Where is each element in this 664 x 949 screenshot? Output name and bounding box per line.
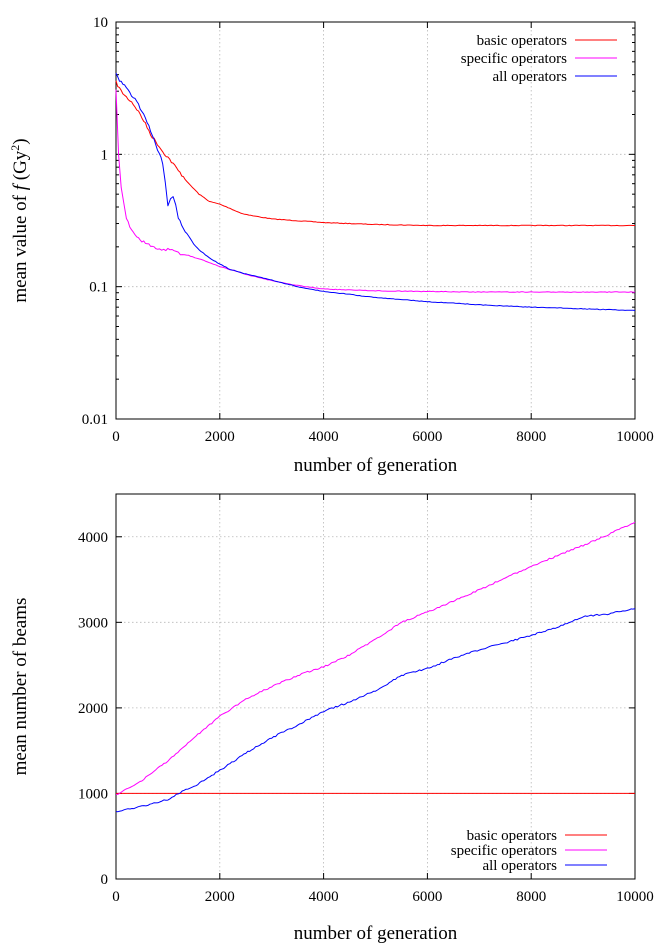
x-tick-label: 8000 xyxy=(516,889,546,905)
x-axis-label: number of generation xyxy=(294,455,458,476)
x-tick-label: 6000 xyxy=(412,889,442,905)
axis-ticks xyxy=(115,494,636,880)
series-line-basic-operators xyxy=(115,80,635,227)
series-line-all-operators xyxy=(115,608,636,813)
y-axis-label: mean number of beams xyxy=(10,598,31,776)
grid xyxy=(116,494,635,879)
plot-frame xyxy=(115,21,636,420)
x-tick-label: 10000 xyxy=(616,889,654,905)
x-tick-label: 2000 xyxy=(205,429,235,445)
x-tick-labels: 0 2000 4000 6000 8000 10000 xyxy=(112,889,654,905)
y-tick-label: 2000 xyxy=(78,701,108,717)
y-tick-label: 10 xyxy=(93,15,108,31)
axis-ticks xyxy=(115,21,636,420)
x-tick-label: 6000 xyxy=(412,429,442,445)
series-line-all-operators xyxy=(115,72,636,311)
objective-chart: 0 2000 4000 6000 8000 10000 0.01 0.1 1 10 basic … xyxy=(8,15,654,476)
series-lines xyxy=(115,72,636,311)
legend-label: specific operators xyxy=(451,843,557,859)
x-tick-label: 0 xyxy=(112,429,120,445)
legend: basic operators specific operators all ope… xyxy=(461,33,617,85)
legend-label: all operators xyxy=(482,858,557,874)
y-tick-label: 0.1 xyxy=(89,280,108,296)
x-tick-label: 8000 xyxy=(516,429,546,445)
series-line-specific-operators xyxy=(115,89,636,293)
legend-label: basic operators xyxy=(477,33,568,49)
x-axis-label: number of generation xyxy=(294,923,458,944)
grid xyxy=(116,22,635,419)
x-tick-label: 10000 xyxy=(616,429,654,445)
y-axis-label: mean value of f (Gy2) xyxy=(8,138,31,302)
plot-frame xyxy=(115,493,636,880)
y-tick-labels: 0.01 0.1 1 10 xyxy=(82,15,108,428)
y-tick-label: 0 xyxy=(101,872,109,888)
x-tick-labels: 0 2000 4000 6000 8000 10000 xyxy=(112,429,654,445)
y-tick-label: 0.01 xyxy=(82,412,108,428)
beams-chart: 0 2000 4000 6000 8000 10000 0 1000 2000 3000 4000… xyxy=(10,493,654,944)
series-line-specific-operators xyxy=(116,521,636,795)
y-tick-label: 1000 xyxy=(78,786,108,802)
y-tick-label: 1 xyxy=(101,147,109,163)
legend-label: all operators xyxy=(492,69,567,85)
x-tick-label: 0 xyxy=(112,889,120,905)
x-tick-label: 4000 xyxy=(309,889,339,905)
y-tick-label: 4000 xyxy=(78,530,108,546)
y-tick-labels: 0 1000 2000 3000 4000 xyxy=(78,530,108,888)
legend-label: basic operators xyxy=(467,828,558,844)
x-tick-label: 2000 xyxy=(205,889,235,905)
x-tick-label: 4000 xyxy=(309,429,339,445)
y-tick-label: 3000 xyxy=(78,615,108,631)
series-lines xyxy=(115,521,636,813)
legend-label: specific operators xyxy=(461,51,567,67)
